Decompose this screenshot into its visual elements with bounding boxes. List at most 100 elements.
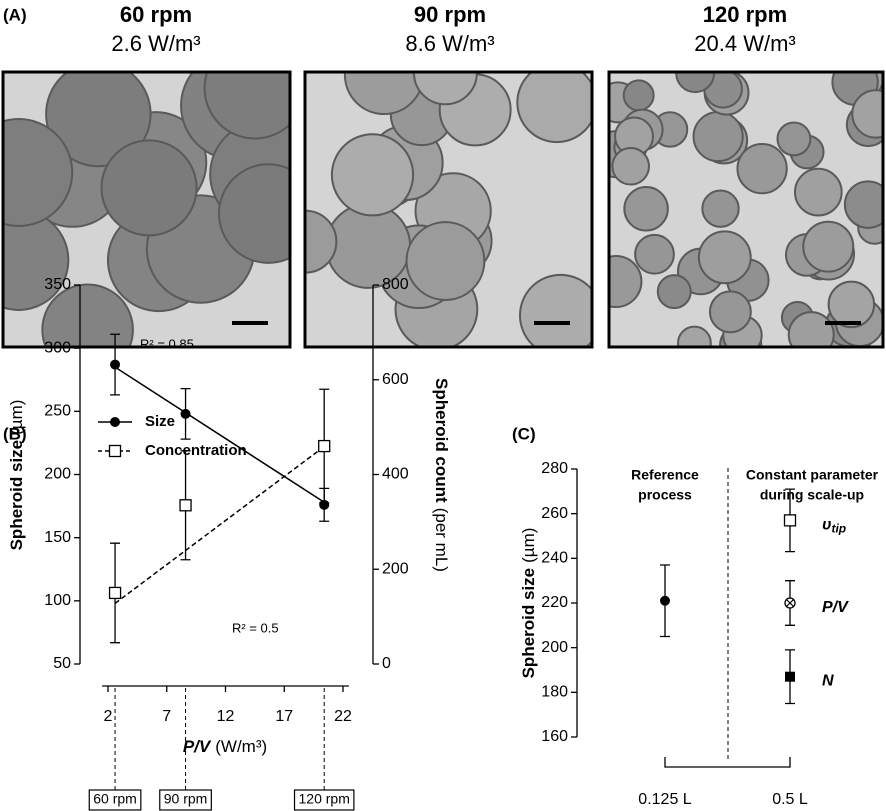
x-category-box xyxy=(159,789,212,811)
y2-tick-label: 200 xyxy=(382,560,409,577)
y-tick-label: 250 xyxy=(44,403,71,420)
point xyxy=(179,499,192,512)
point-label-main: P/V xyxy=(822,599,849,616)
legend-label: Size xyxy=(145,413,175,430)
y-tick-label: 180 xyxy=(541,684,568,701)
spheroid xyxy=(851,89,883,139)
legend-label: Concentration xyxy=(145,442,247,459)
point-label-main: N xyxy=(822,673,834,690)
point xyxy=(785,671,795,682)
spheroid xyxy=(218,163,290,264)
axis-label-unit: (µm) xyxy=(7,400,26,435)
x-tick-label: 7 xyxy=(162,708,171,725)
spheroid xyxy=(203,72,290,140)
spheroid xyxy=(609,255,643,309)
spheroid xyxy=(656,274,692,310)
axis-label: Spheroid size (µm) xyxy=(7,400,26,551)
image-title: 120 rpm xyxy=(703,2,787,27)
y-tick-label: 100 xyxy=(44,592,71,609)
y-tick-label: 160 xyxy=(541,728,568,745)
image-frame xyxy=(1,70,292,349)
axis-label: Spheroid count (per mL) xyxy=(432,378,451,572)
y-tick-label: 150 xyxy=(44,529,71,546)
spheroid xyxy=(3,118,74,227)
fit-line xyxy=(114,366,325,503)
axis-label-main: Spheroid size xyxy=(7,440,26,551)
x-category-label: 90 rpm xyxy=(164,791,208,807)
spheroid xyxy=(611,146,650,186)
spheroid xyxy=(736,143,788,195)
point xyxy=(783,514,797,527)
point-label: P/V xyxy=(822,599,849,616)
point-label: υtip xyxy=(822,517,846,536)
axis-label-main: Spheroid count xyxy=(432,378,451,503)
annotation: R² = 0.85 xyxy=(140,336,194,351)
x-category-label: 120 rpm xyxy=(299,791,350,807)
spheroid xyxy=(697,230,752,285)
y-tick-label: 200 xyxy=(541,639,568,656)
x-tick-label: 17 xyxy=(275,708,293,725)
x-category-label: 60 rpm xyxy=(93,791,137,807)
column-header: Reference xyxy=(631,467,699,483)
point xyxy=(180,408,191,419)
x-tick-label: 2 xyxy=(104,708,113,725)
axis-label-unit: (per mL) xyxy=(432,508,451,572)
y2-tick-label: 400 xyxy=(382,466,409,483)
spheroid xyxy=(516,72,592,144)
x-axis-label: P/V (W/m³) xyxy=(183,737,267,756)
spheroid xyxy=(623,186,669,232)
column-header: process xyxy=(638,487,692,503)
spheroid xyxy=(405,221,486,301)
fit-line xyxy=(114,445,325,604)
image-subtitle: 2.6 W/m³ xyxy=(111,31,200,56)
spheroid xyxy=(701,189,740,228)
category-bracket xyxy=(664,757,791,768)
point xyxy=(108,586,122,600)
image-title: 90 rpm xyxy=(414,2,486,27)
image-frame xyxy=(303,70,594,349)
axis-label-main: Spheroid size xyxy=(519,568,538,679)
legend-marker xyxy=(108,444,122,458)
y-tick-label: 280 xyxy=(541,460,568,477)
column-header: during scale-up xyxy=(760,487,864,503)
spheroid xyxy=(776,121,812,157)
spheroid xyxy=(793,167,843,217)
spheroid xyxy=(45,72,152,168)
micrograph xyxy=(3,72,290,347)
spheroid xyxy=(518,273,592,347)
image-subtitle: 8.6 W/m³ xyxy=(405,31,494,56)
point-label-main: υ xyxy=(822,517,831,534)
x-tick-label: 0.125 L xyxy=(638,791,691,808)
y2-tick-label: 600 xyxy=(382,371,409,388)
y-tick-label: 350 xyxy=(44,276,71,293)
point xyxy=(110,359,121,370)
spheroid xyxy=(827,280,876,329)
legend-marker xyxy=(110,417,120,427)
annotation: R² = 0.5 xyxy=(232,620,279,635)
spheroid xyxy=(41,283,134,347)
axis-label: Spheroid size (µm) xyxy=(519,528,538,679)
x-tick-label: 12 xyxy=(217,708,235,725)
point xyxy=(784,597,796,609)
x-tick-label: 0.5 L xyxy=(772,791,808,808)
point-label: N xyxy=(822,673,834,690)
y-tick-label: 260 xyxy=(541,505,568,522)
panel-label: (C) xyxy=(512,424,536,443)
scale-bar xyxy=(534,321,570,325)
spheroid xyxy=(622,79,655,112)
panel-label: (A) xyxy=(3,5,27,24)
micrograph xyxy=(305,72,592,347)
x-category-box xyxy=(88,789,142,811)
y-tick-label: 220 xyxy=(541,594,568,611)
y2-tick-label: 0 xyxy=(382,655,391,672)
y2-tick-label: 800 xyxy=(382,276,409,293)
y-tick-label: 300 xyxy=(44,339,71,356)
point-label-sub: tip xyxy=(831,522,846,536)
image-subtitle: 20.4 W/m³ xyxy=(694,31,795,56)
y-tick-label: 50 xyxy=(53,655,71,672)
x-category-box xyxy=(293,789,355,811)
spheroid xyxy=(802,220,855,273)
spheroid xyxy=(330,133,415,217)
spheroid xyxy=(692,110,744,163)
